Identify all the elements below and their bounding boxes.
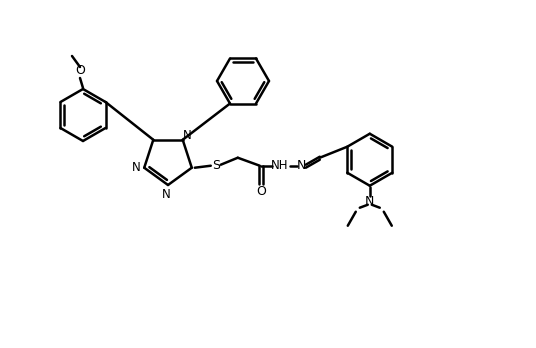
Text: O: O [256,185,266,198]
Text: NH: NH [271,159,288,172]
Text: N: N [297,159,307,172]
Text: N: N [132,161,140,174]
Text: S: S [212,159,220,172]
Text: N: N [162,188,170,200]
Text: N: N [183,129,192,142]
Text: N: N [365,195,375,208]
Text: O: O [75,64,85,78]
